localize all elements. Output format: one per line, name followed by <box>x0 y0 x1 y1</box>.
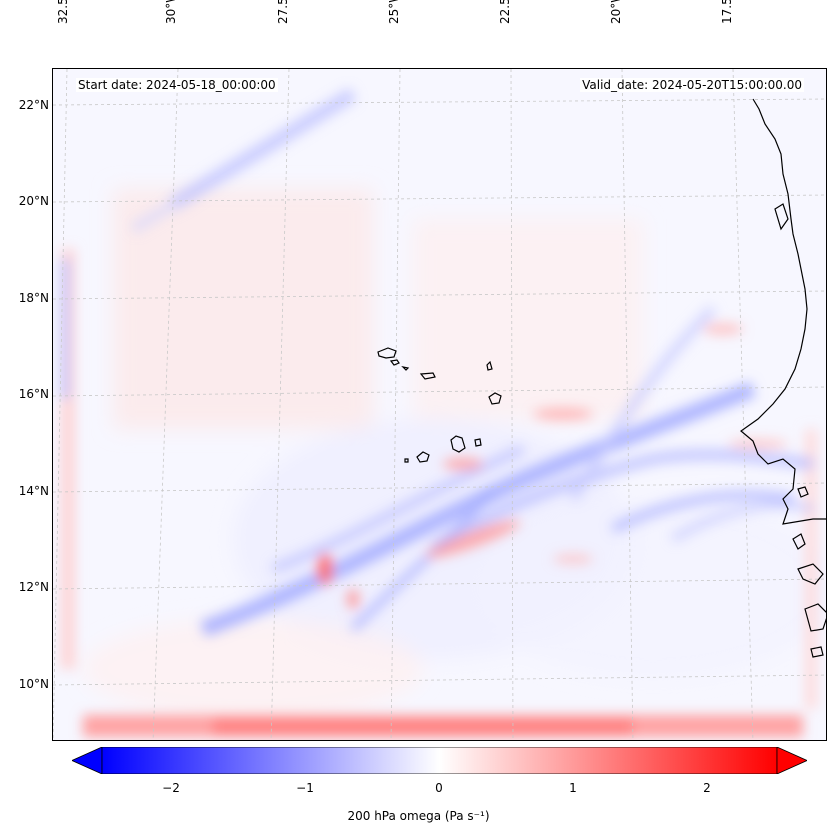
start-date-label: Start date: 2024-05-18_00:00:00 <box>76 78 278 92</box>
colorbar-extend-high <box>776 747 807 774</box>
lat-label-12n: 12°N <box>18 580 49 594</box>
gridlines <box>53 69 826 740</box>
map-panel <box>52 68 827 741</box>
lon-label-25w: 25°W <box>387 0 401 24</box>
lat-label-20n: 20°N <box>18 194 49 208</box>
colorbar-tick-neg1: −1 <box>296 781 314 795</box>
colorbar-tick-neg2: −2 <box>162 781 180 795</box>
lat-label-18n: 18°N <box>18 291 49 305</box>
colorbar-tick-2: 2 <box>703 781 711 795</box>
lat-label-14n: 14°N <box>18 484 49 498</box>
cape-verde-islands <box>377 347 502 463</box>
colorbar <box>72 747 807 774</box>
lon-label-32-5w: 32.5°W <box>56 0 70 24</box>
valid-date-label: Valid_date: 2024-05-20T15:00:00.00 <box>580 78 804 92</box>
lon-label-20w: 20°W <box>609 0 623 24</box>
omega-field-map <box>53 69 826 740</box>
lon-label-22-5w: 22.5°W <box>498 0 512 24</box>
colorbar-body <box>101 747 778 774</box>
colorbar-extend-low <box>72 747 103 774</box>
colorbar-tick-0: 0 <box>435 781 443 795</box>
lon-label-30w: 30°W <box>164 0 178 24</box>
lon-label-27-5w: 27.5°W <box>276 0 290 24</box>
omega-field-features <box>61 88 817 737</box>
lat-label-16n: 16°N <box>18 387 49 401</box>
african-coastline <box>740 98 826 658</box>
colorbar-tick-1: 1 <box>569 781 577 795</box>
colorbar-label: 200 hPa omega (Pa s⁻¹) <box>347 809 490 823</box>
lon-label-17-5w: 17.5°W <box>720 0 734 24</box>
lat-label-22n: 22°N <box>18 98 49 112</box>
lat-label-10n: 10°N <box>18 677 49 691</box>
